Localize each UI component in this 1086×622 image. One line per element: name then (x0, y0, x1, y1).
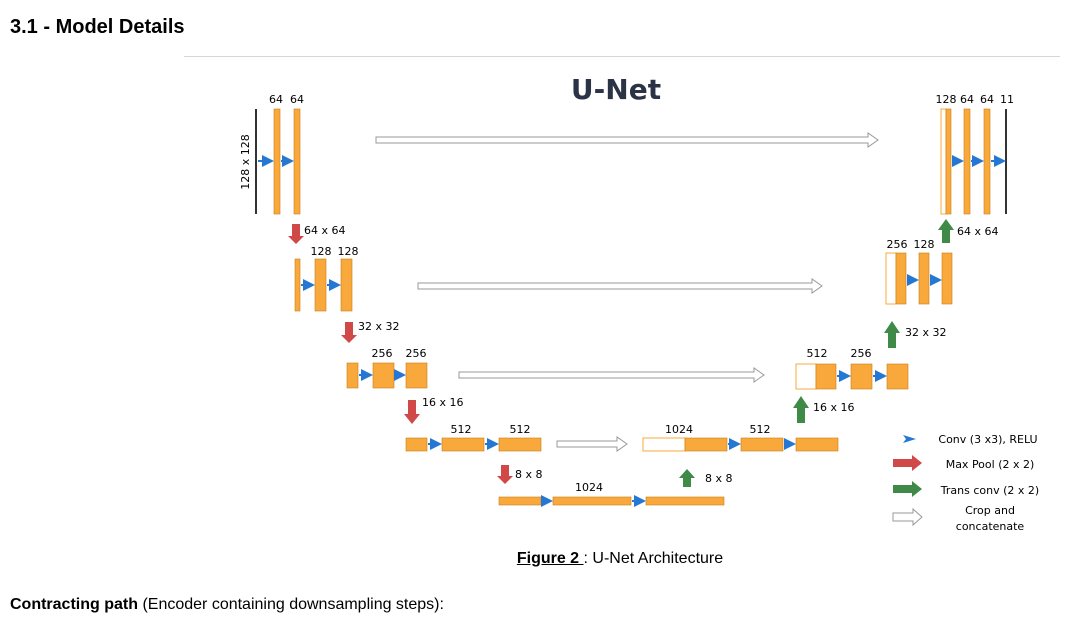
figure-label: Figure 2 (516, 550, 584, 567)
transconv-arrow (938, 219, 954, 243)
diagram-title: U-Net (571, 73, 661, 106)
figure-caption: Figure 2 : U-Net Architecture (0, 550, 1086, 568)
dec4-concat-up (684, 437, 728, 452)
dec3-concat-copy (795, 363, 817, 390)
dec1-channel-b: 64 (960, 93, 974, 106)
dec3-block-a (850, 363, 873, 390)
enc3-channel-b: 256 (406, 347, 427, 360)
legend-crop-label-line1: Crop and (965, 504, 1015, 517)
dec3-channel-a: 512 (807, 347, 828, 360)
transconv-arrow (884, 321, 900, 348)
dec4-channel-b: 512 (750, 423, 771, 436)
bottleneck-block-in (498, 496, 542, 506)
up1-size-label: 64 x 64 (957, 225, 999, 238)
skip-arrow-level4 (556, 436, 628, 452)
up3-size-label: 16 x 16 (813, 401, 855, 414)
legend: Conv (3 x3), RELU Max Pool (2 x 2) Trans… (892, 433, 1039, 533)
enc1-block-b (293, 108, 301, 215)
contracting-path-term: Contracting path (10, 596, 138, 613)
up2-size-label: 32 x 32 (905, 326, 947, 339)
legend-crop-arrow-icon (892, 507, 923, 527)
dec4-channel-a: 1024 (665, 423, 693, 436)
dec2-concat-up (895, 252, 907, 305)
dec2-block-a (918, 252, 930, 305)
enc3-block-in (346, 362, 359, 389)
figure-caption-text: : U-Net Architecture (583, 550, 724, 567)
contracting-path-paragraph: Contracting path (Encoder containing dow… (10, 596, 444, 614)
enc3-channel-a: 256 (372, 347, 393, 360)
dec2-channel-a: 256 (887, 238, 908, 251)
up4-size-label: 8 x 8 (705, 472, 733, 485)
skip-arrow-level3 (458, 367, 765, 383)
unet-diagram: U-Net 128 x 128 64 64 64 x 64 128 128 32… (239, 73, 1039, 533)
enc4-channel-a: 512 (451, 423, 472, 436)
down3-size-label: 16 x 16 (422, 396, 464, 409)
enc1-channel-a: 64 (269, 93, 283, 106)
legend-conv-label: Conv (3 x3), RELU (938, 433, 1037, 446)
legend-maxpool-label: Max Pool (2 x 2) (946, 458, 1035, 471)
bottleneck-channel: 1024 (575, 481, 603, 494)
skip-arrow-level1 (375, 132, 879, 148)
dec3-concat-up (815, 363, 837, 390)
dec1-concat-up (945, 108, 952, 215)
dec1-block-a (963, 108, 971, 215)
transconv-arrow (679, 469, 695, 487)
enc1-channel-b: 64 (290, 93, 304, 106)
legend-transconv-arrow-icon (893, 481, 922, 497)
enc4-block-a (441, 437, 485, 452)
dec2-block-b (941, 252, 953, 305)
enc2-block-in (294, 258, 301, 312)
dec1-channel-c: 64 (980, 93, 994, 106)
enc1-block-a (273, 108, 281, 215)
dec2-concat-copy (885, 252, 897, 305)
enc4-block-in (405, 437, 428, 452)
dec1-block-b (983, 108, 991, 215)
contracting-path-description: (Encoder containing downsampling steps): (138, 596, 444, 613)
dec1-concat-copy (940, 108, 947, 215)
enc3-block-a (372, 362, 395, 389)
transconv-arrow (793, 396, 809, 423)
dec4-block-b (795, 437, 839, 452)
input-size-label: 128 x 128 (239, 134, 252, 190)
dec4-concat-copy (642, 437, 686, 452)
enc2-channel-b: 128 (338, 245, 359, 258)
horizontal-rule (184, 56, 1060, 57)
bottleneck-block-a (552, 496, 632, 506)
enc4-block-b (498, 437, 542, 452)
section-heading: 3.1 - Model Details (10, 16, 185, 38)
enc3-block-b (405, 362, 428, 389)
enc2-block-b (340, 258, 353, 312)
maxpool-arrow (497, 465, 513, 484)
legend-crop-label-line2: concatenate (956, 520, 1025, 533)
maxpool-arrow (404, 400, 420, 424)
bottleneck-block-b (645, 496, 725, 506)
skip-arrow-level2 (417, 278, 823, 294)
dec1-channel-d: 11 (1000, 93, 1014, 106)
dec3-block-b (886, 363, 909, 390)
maxpool-arrow (288, 224, 304, 244)
down4-size-label: 8 x 8 (515, 468, 543, 481)
enc4-channel-b: 512 (510, 423, 531, 436)
down2-size-label: 32 x 32 (358, 320, 400, 333)
legend-maxpool-arrow-icon (893, 455, 922, 471)
dec3-channel-b: 256 (851, 347, 872, 360)
legend-transconv-label: Trans conv (2 x 2) (940, 484, 1039, 497)
dec2-channel-b: 128 (914, 238, 935, 251)
enc2-block-a (314, 258, 327, 312)
legend-conv-arrow-icon (903, 435, 916, 443)
dec4-block-a (740, 437, 784, 452)
dec1-channel-a: 128 (936, 93, 957, 106)
enc2-channel-a: 128 (311, 245, 332, 258)
down1-size-label: 64 x 64 (304, 224, 346, 237)
maxpool-arrow (341, 322, 357, 343)
